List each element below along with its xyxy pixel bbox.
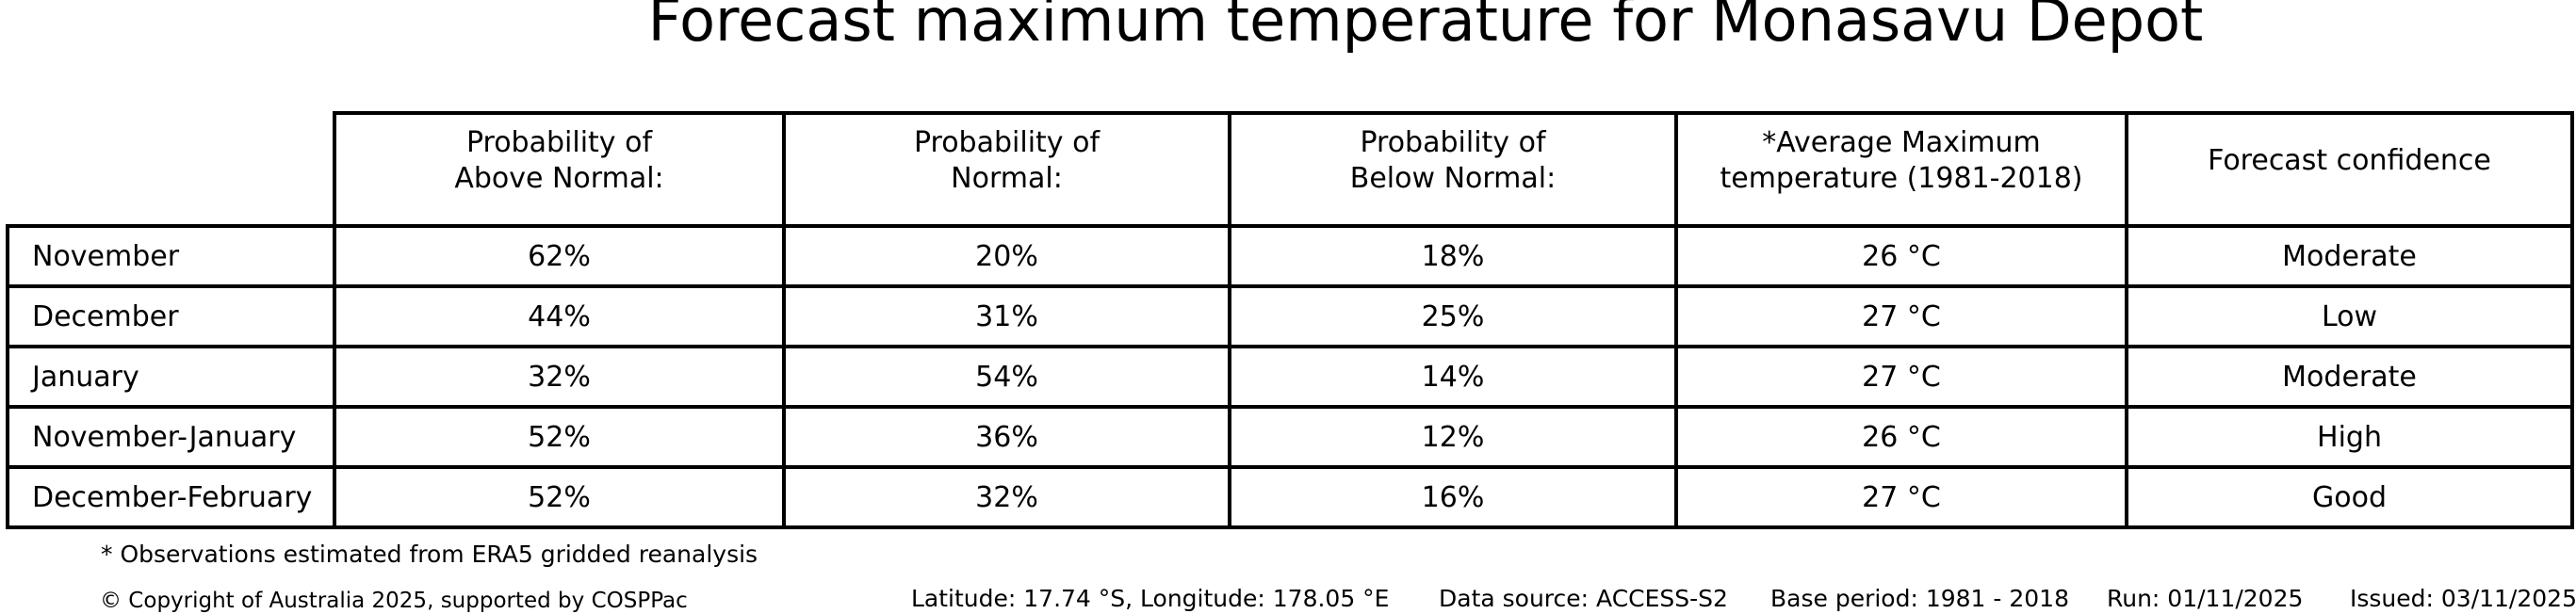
cell-forecast-confidence: High xyxy=(2125,405,2574,469)
forecast-table: Probability of Above Normal: Probability… xyxy=(6,111,2574,529)
column-header-normal: Probability of Normal: xyxy=(782,111,1231,228)
base-period: Base period: 1981 - 2018 xyxy=(1770,585,2069,612)
column-header-below-normal: Probability of Below Normal: xyxy=(1228,111,1678,228)
cell-normal: 36% xyxy=(782,405,1231,469)
cell-normal: 54% xyxy=(782,345,1231,409)
copyright-notice: © Copyright of Australia 2025, supported… xyxy=(100,589,688,613)
data-source: Data source: ACCESS-S2 xyxy=(1439,585,1728,612)
cell-average-max-temperature: 26 °C xyxy=(1674,224,2128,288)
row-label: December xyxy=(6,284,336,348)
cell-below-normal: 18% xyxy=(1228,224,1678,288)
run-date: Run: 01/11/2025 xyxy=(2107,585,2304,612)
table-row-december: December 44% 31% 25% 27 °C Low xyxy=(6,284,2574,348)
cell-average-max-temperature: 27 °C xyxy=(1674,345,2128,409)
row-label: November xyxy=(6,224,336,288)
row-label: January xyxy=(6,345,336,409)
cell-above-normal: 32% xyxy=(333,345,786,409)
cell-forecast-confidence: Moderate xyxy=(2125,345,2574,409)
table-header-row: Probability of Above Normal: Probability… xyxy=(8,111,2574,228)
cell-forecast-confidence: Moderate xyxy=(2125,224,2574,288)
cell-normal: 32% xyxy=(782,465,1231,529)
cell-above-normal: 62% xyxy=(333,224,786,288)
column-header-forecast-confidence: Forecast confidence xyxy=(2125,111,2574,228)
cell-normal: 20% xyxy=(782,224,1231,288)
issued-date: Issued: 03/11/2025 xyxy=(2350,585,2576,612)
header-corner-blank xyxy=(8,113,334,226)
cell-average-max-temperature: 26 °C xyxy=(1674,405,2128,469)
table-row-november: November 62% 20% 18% 26 °C Moderate xyxy=(6,224,2574,288)
cell-below-normal: 16% xyxy=(1228,465,1678,529)
table-row-december-february: December-February 52% 32% 16% 27 °C Good xyxy=(6,465,2574,529)
row-label: November-January xyxy=(6,405,336,469)
table-row-january: January 32% 54% 14% 27 °C Moderate xyxy=(6,345,2574,409)
cell-forecast-confidence: Low xyxy=(2125,284,2574,348)
cell-above-normal: 44% xyxy=(333,284,786,348)
column-header-average-max-temperature: *Average Maximum temperature (1981-2018) xyxy=(1674,111,2128,228)
cell-below-normal: 12% xyxy=(1228,405,1678,469)
cell-normal: 31% xyxy=(782,284,1231,348)
cell-above-normal: 52% xyxy=(333,465,786,529)
cell-average-max-temperature: 27 °C xyxy=(1674,284,2128,348)
cell-below-normal: 14% xyxy=(1228,345,1678,409)
cell-forecast-confidence: Good xyxy=(2125,465,2574,529)
row-label: December-February xyxy=(6,465,336,529)
table-row-november-january: November-January 52% 36% 12% 26 °C High xyxy=(6,405,2574,469)
cell-above-normal: 52% xyxy=(333,405,786,469)
cell-below-normal: 25% xyxy=(1228,284,1678,348)
latitude-longitude: Latitude: 17.74 °S, Longitude: 178.05 °E xyxy=(911,585,1390,612)
column-header-above-normal: Probability of Above Normal: xyxy=(333,111,786,228)
page-title: Forecast maximum temperature for Monasav… xyxy=(647,0,2204,55)
cell-average-max-temperature: 27 °C xyxy=(1674,465,2128,529)
footnote: * Observations estimated from ERA5 gridd… xyxy=(101,541,758,568)
